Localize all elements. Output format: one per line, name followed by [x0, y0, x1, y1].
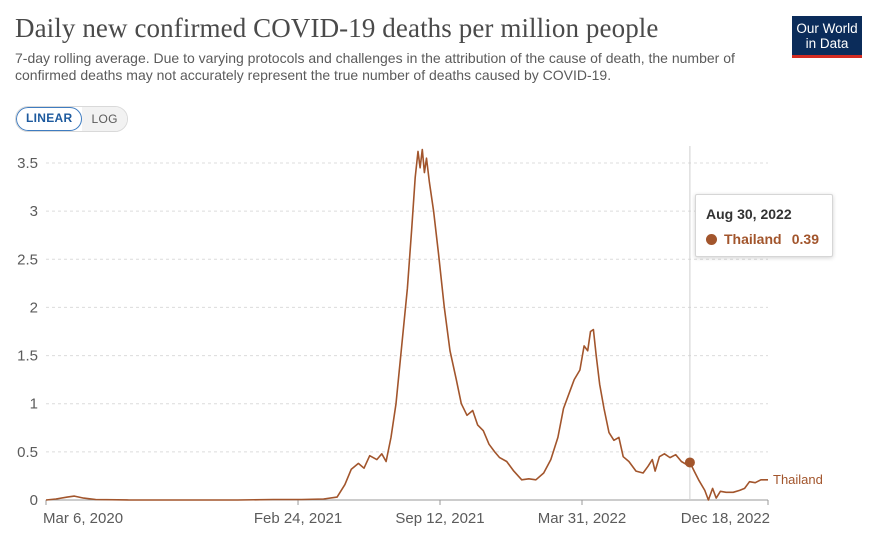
hover-point	[684, 457, 695, 468]
log-scale-button[interactable]: LOG	[82, 107, 127, 131]
chart-title: Daily new confirmed COVID-19 deaths per …	[15, 13, 659, 43]
hover-tooltip: Aug 30, 2022 Thailand 0.39	[695, 194, 833, 257]
logo-line-2: in Data	[805, 36, 849, 51]
x-tick-label: Sep 12, 2021	[395, 510, 484, 527]
series-line-thailand	[45, 148, 768, 501]
chart-subtitle: 7-day rolling average. Due to varying pr…	[15, 50, 735, 83]
tooltip-series-value: 0.39	[791, 231, 819, 247]
x-tick-label: Mar 6, 2020	[43, 510, 123, 527]
x-tick-label: Mar 31, 2022	[538, 510, 626, 527]
tooltip-series-dot	[706, 233, 717, 245]
y-tick-label: 3.5	[17, 155, 38, 172]
series-end-label: Thailand	[773, 472, 823, 487]
scale-toggle: LINEAR LOG	[15, 106, 128, 132]
x-tick-label: Dec 18, 2022	[681, 510, 770, 527]
our-world-in-data-logo[interactable]: Our World in Data	[792, 16, 862, 58]
y-tick-label: 3	[30, 203, 38, 220]
y-tick-label: 1.5	[17, 348, 38, 365]
tooltip-date: Aug 30, 2022	[706, 206, 792, 222]
y-tick-label: 2.5	[17, 251, 38, 268]
y-tick-label: 0.5	[17, 444, 38, 461]
y-tick-label: 2	[30, 299, 38, 316]
tooltip-row: Thailand 0.39	[706, 231, 822, 247]
y-tick-label: 0	[30, 492, 38, 509]
tooltip-series-name: Thailand	[724, 231, 782, 247]
y-tick-label: 1	[30, 396, 38, 413]
x-tick-label: Feb 24, 2021	[254, 510, 342, 527]
linear-scale-button[interactable]: LINEAR	[16, 107, 83, 131]
logo-line-1: Our World	[796, 21, 858, 36]
